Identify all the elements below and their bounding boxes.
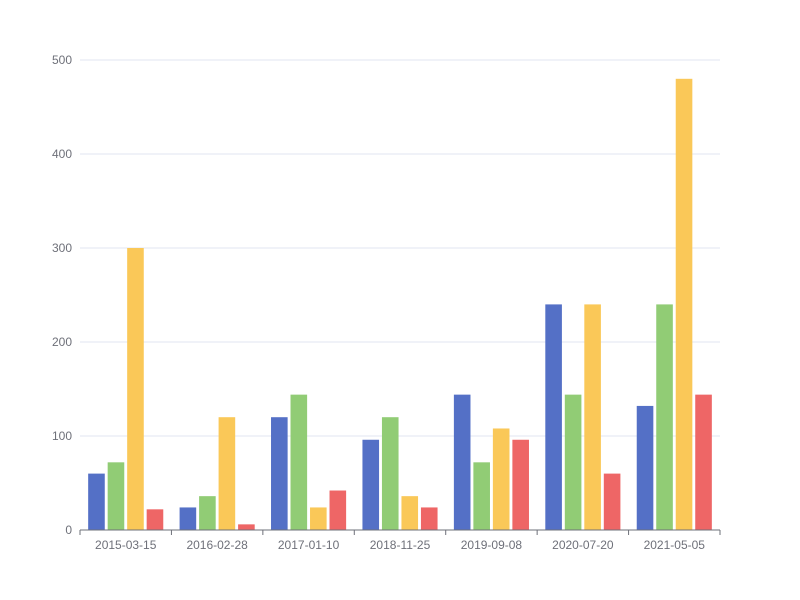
y-tick-label: 0: [65, 523, 72, 537]
bar-series-1-2020-07-20[interactable]: [545, 304, 562, 530]
y-tick-label: 500: [52, 53, 72, 67]
x-axis-tick-labels: 2015-03-15 2016-02-28 2017-01-10 2018-11-25…: [95, 538, 705, 552]
x-tick-label: 2016-02-28: [186, 538, 248, 552]
bar-series-4-2018-11-25[interactable]: [420, 507, 438, 530]
x-tick-label: 2020-07-20: [552, 538, 614, 552]
bar-series-4-2017-01-10[interactable]: [329, 490, 347, 530]
x-tick-label: 2019-09-08: [461, 538, 523, 552]
y-axis-tick-labels: 0 100 200 300 400 500: [52, 53, 72, 537]
bar-series-1-2021-05-05[interactable]: [636, 405, 654, 530]
bar-series-3-2019-09-08[interactable]: [492, 428, 510, 530]
bar-series-4-2016-02-28[interactable]: [238, 524, 255, 530]
bar-series-1-2019-09-08[interactable]: [453, 394, 471, 530]
bar-series-1-2016-02-28[interactable]: [179, 507, 197, 530]
bar-series-3-2017-01-10[interactable]: [310, 507, 327, 530]
bars: [88, 78, 712, 531]
bar-series-3-2018-11-25[interactable]: [401, 496, 419, 530]
bar-series-2-2021-05-05[interactable]: [656, 304, 673, 530]
bar-series-3-2016-02-28[interactable]: [218, 417, 236, 530]
bar-series-1-2015-03-15[interactable]: [88, 473, 105, 530]
y-tick-label: 100: [52, 429, 72, 443]
y-tick-label: 300: [52, 241, 72, 255]
bar-series-4-2021-05-05[interactable]: [695, 394, 712, 530]
bar-series-3-2015-03-15[interactable]: [127, 248, 144, 530]
bar-series-1-2018-11-25[interactable]: [362, 439, 380, 530]
y-tick-label: 200: [52, 335, 72, 349]
x-tick-label: 2021-05-05: [644, 538, 706, 552]
bar-series-2-2018-11-25[interactable]: [381, 417, 399, 530]
bar-series-4-2020-07-20[interactable]: [603, 473, 621, 530]
bar-series-2-2017-01-10[interactable]: [290, 394, 308, 530]
x-tick-label: 2017-01-10: [278, 538, 340, 552]
grid-lines: [80, 59, 720, 437]
bar-series-4-2015-03-15[interactable]: [146, 509, 164, 530]
bar-series-2-2020-07-20[interactable]: [564, 394, 582, 530]
x-tick-label: 2015-03-15: [95, 538, 157, 552]
bar-series-1-2017-01-10[interactable]: [271, 417, 288, 530]
bar-series-4-2019-09-08[interactable]: [512, 439, 529, 530]
bar-series-3-2021-05-05[interactable]: [675, 78, 693, 531]
bar-series-2-2016-02-28[interactable]: [199, 496, 216, 530]
x-tick-label: 2018-11-25: [370, 538, 431, 552]
bar-series-3-2020-07-20[interactable]: [584, 304, 601, 530]
y-tick-label: 400: [52, 147, 72, 161]
bar-series-2-2019-09-08[interactable]: [473, 462, 490, 530]
x-axis: [79, 529, 721, 535]
bar-series-2-2015-03-15[interactable]: [107, 462, 125, 530]
